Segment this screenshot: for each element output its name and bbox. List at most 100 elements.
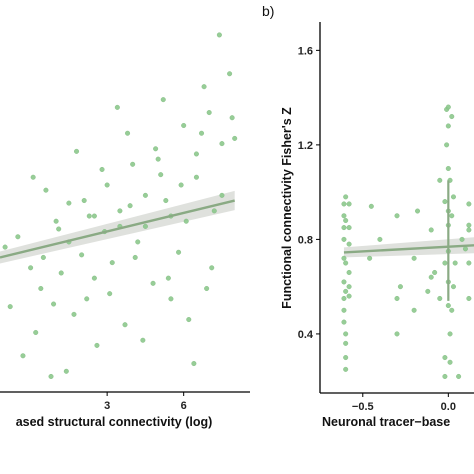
data-point — [437, 295, 443, 301]
data-point — [466, 227, 472, 233]
data-point — [140, 337, 146, 343]
data-point — [209, 265, 215, 271]
data-point — [150, 280, 156, 286]
data-point — [191, 361, 197, 367]
y-tick-label: 1.6 — [298, 45, 313, 57]
data-point — [135, 239, 141, 245]
data-point — [450, 284, 456, 290]
data-point — [155, 156, 161, 162]
data-point — [447, 331, 453, 337]
data-point — [397, 284, 403, 290]
data-point — [99, 166, 105, 172]
data-point — [428, 227, 434, 233]
data-point — [193, 151, 199, 157]
data-point — [165, 275, 171, 281]
data-point — [341, 319, 347, 325]
data-point — [48, 373, 54, 379]
data-point — [20, 353, 26, 359]
data-point — [341, 255, 347, 261]
data-point — [229, 115, 235, 121]
panel-label-b: b) — [262, 3, 274, 19]
data-point — [66, 200, 72, 206]
data-point — [168, 296, 174, 302]
data-point — [341, 213, 347, 219]
data-point — [109, 260, 115, 266]
data-point — [40, 254, 46, 260]
data-point — [114, 104, 120, 110]
data-point — [206, 110, 212, 116]
right-y-axis-title: Functional connectivity Fisher's Z — [280, 107, 294, 309]
data-point — [466, 201, 472, 207]
x-tick-label: 6 — [181, 400, 187, 412]
confidence-band — [343, 237, 474, 258]
data-point — [38, 286, 44, 292]
data-point — [445, 123, 451, 129]
data-point — [459, 236, 465, 242]
data-point — [346, 201, 352, 207]
data-point — [411, 255, 417, 261]
data-point — [211, 208, 217, 214]
data-point — [43, 187, 49, 193]
data-point — [341, 295, 347, 301]
y-tick-label: 0.4 — [298, 329, 314, 341]
data-point — [132, 254, 138, 260]
data-point — [91, 275, 97, 281]
data-point — [204, 286, 210, 292]
data-point — [163, 198, 169, 204]
data-point — [343, 331, 349, 337]
confidence-band — [0, 190, 235, 264]
data-point — [127, 203, 133, 209]
data-point — [437, 177, 443, 183]
data-point — [216, 32, 222, 38]
data-point — [394, 213, 400, 219]
data-point — [81, 198, 87, 204]
right-x-axis-title: Neuronal tracer−base — [322, 415, 450, 429]
data-point — [442, 373, 448, 379]
data-point — [130, 161, 136, 167]
data-point — [343, 217, 349, 223]
data-point — [447, 359, 453, 365]
data-point — [33, 329, 39, 335]
data-point — [30, 174, 36, 180]
data-point — [232, 135, 238, 141]
data-point — [346, 293, 352, 299]
data-point — [346, 225, 352, 231]
data-point — [51, 301, 57, 307]
data-point — [63, 368, 69, 374]
data-point — [367, 255, 373, 261]
data-point — [452, 260, 458, 266]
data-point — [341, 307, 347, 313]
data-point — [2, 244, 8, 250]
data-point — [449, 114, 455, 120]
left-x-axis-title: ased structural connectivity (log) — [16, 415, 213, 429]
data-point — [160, 97, 166, 103]
data-point — [456, 373, 462, 379]
data-point — [94, 342, 100, 348]
data-point — [176, 249, 182, 255]
data-point — [466, 295, 472, 301]
data-point — [450, 194, 456, 200]
data-point — [58, 270, 64, 276]
data-point — [341, 225, 347, 231]
data-point — [462, 246, 468, 252]
data-point — [445, 303, 451, 309]
data-point — [71, 311, 77, 317]
data-point — [15, 234, 21, 240]
data-point — [449, 307, 455, 313]
data-point — [442, 260, 448, 266]
data-point — [74, 148, 80, 154]
data-point — [415, 208, 421, 214]
data-point — [84, 296, 90, 302]
y-tick-label: 1.2 — [298, 140, 313, 152]
data-point — [193, 174, 199, 180]
data-point — [346, 241, 352, 247]
data-point — [343, 366, 349, 372]
data-point — [377, 236, 383, 242]
x-tick-label: −0.5 — [352, 401, 374, 413]
data-point — [466, 260, 472, 266]
data-point — [341, 236, 347, 242]
data-point — [142, 223, 148, 229]
data-point — [445, 104, 451, 110]
data-point — [442, 355, 448, 361]
